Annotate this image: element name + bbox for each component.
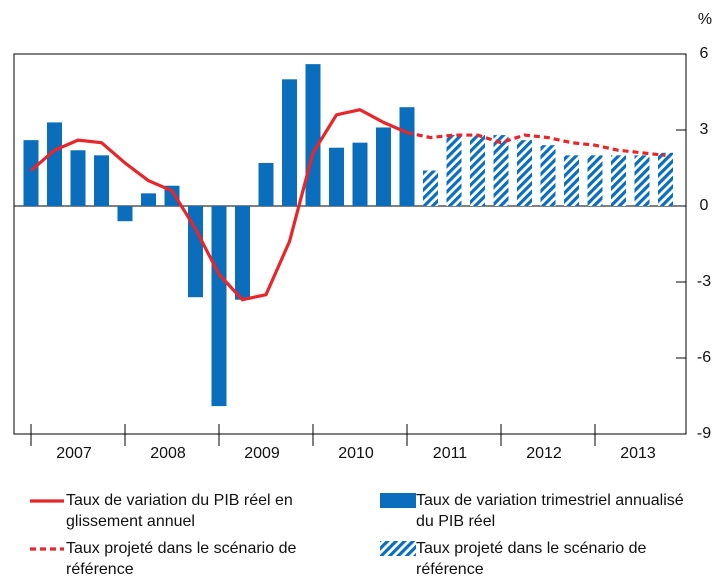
bar xyxy=(470,135,485,206)
bar xyxy=(587,155,603,206)
bar xyxy=(141,193,156,206)
bar xyxy=(70,150,86,206)
bar xyxy=(611,155,626,206)
y-unit: % xyxy=(698,11,712,28)
legend-label: Taux projeté dans le scénario de référen… xyxy=(416,540,647,578)
bar xyxy=(329,147,344,206)
line xyxy=(406,130,666,157)
bar xyxy=(47,122,62,206)
line xyxy=(29,108,408,302)
x-tick-label: 2011 xyxy=(433,445,468,462)
bar xyxy=(564,155,579,206)
bar xyxy=(258,162,274,206)
y-tick-label: -3 xyxy=(697,273,711,290)
bar xyxy=(94,155,109,206)
y-tick-label: 3 xyxy=(700,121,709,138)
legend-label: Taux de variation du PIB réel en glissem… xyxy=(66,492,293,530)
bar xyxy=(352,142,368,206)
x-tick-label: 2012 xyxy=(526,445,562,462)
bar xyxy=(211,206,227,407)
bar xyxy=(634,155,650,206)
bar xyxy=(658,152,673,206)
legend-box xyxy=(380,493,416,508)
legend-swatch xyxy=(380,493,416,508)
plot-frame xyxy=(13,53,687,435)
bar xyxy=(23,140,39,206)
bar xyxy=(540,145,556,206)
bar xyxy=(399,107,415,206)
legend-box xyxy=(380,541,416,556)
legend-label: Taux projeté dans le scénario de référen… xyxy=(66,540,297,578)
y-tick-label: -6 xyxy=(697,349,711,366)
legend-label: Taux de variation trimestriel annualisé … xyxy=(416,492,684,530)
bar xyxy=(305,64,321,206)
bar xyxy=(446,135,462,206)
y-tick-label: -9 xyxy=(697,425,711,442)
bar xyxy=(235,206,250,300)
bar xyxy=(493,135,509,206)
x-tick-label: 2009 xyxy=(244,445,280,462)
legend-swatch xyxy=(380,541,416,556)
y-tick-label: 6 xyxy=(700,45,709,62)
x-tick-label: 2007 xyxy=(56,445,92,462)
chart: % 6 3 0 -3 -6 -9 2007 2008 2009 2010 2011 2012 2013 xyxy=(13,11,712,462)
legend-swatch xyxy=(30,499,64,503)
y-tick-label: 0 xyxy=(700,197,709,214)
bar xyxy=(376,127,391,206)
x-tick-label: 2013 xyxy=(620,445,656,462)
x-tick-label: 2008 xyxy=(150,445,186,462)
legend-swatch xyxy=(30,547,64,551)
bar xyxy=(517,140,532,206)
bar xyxy=(423,170,438,206)
bar xyxy=(117,206,133,222)
bar xyxy=(188,206,203,298)
bar xyxy=(282,79,297,206)
x-tick-label: 2010 xyxy=(338,445,374,462)
